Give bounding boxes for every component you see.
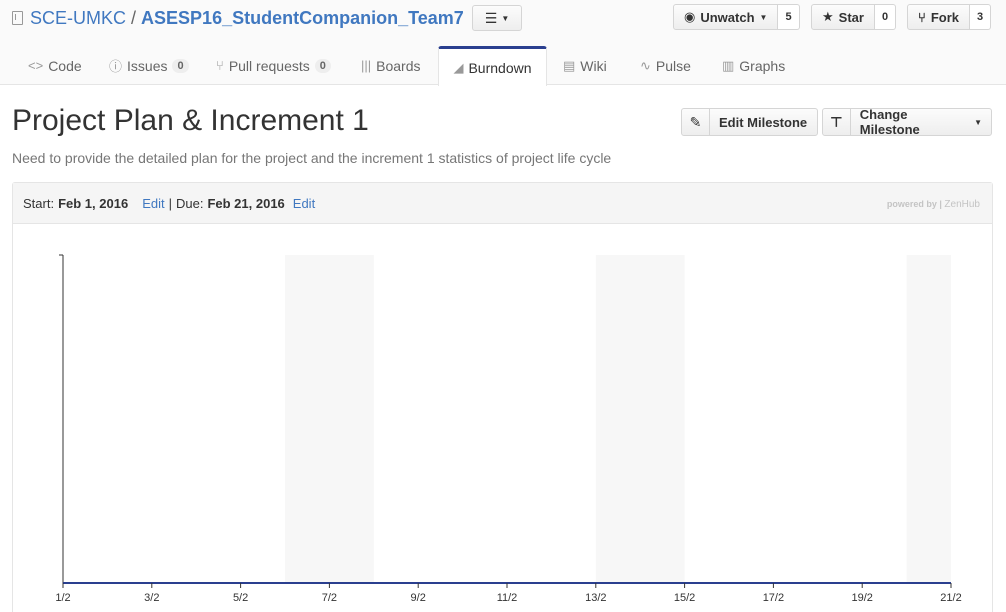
tab-label: Wiki (580, 57, 607, 74)
change-milestone-label-wrap: Change Milestone ▼ (851, 107, 991, 137)
unwatch-button[interactable]: ◉ Unwatch ▼ (673, 4, 779, 30)
zenhub-brand: ZenHub (944, 199, 980, 210)
repo-owner-link[interactable]: SCE-UMKC (30, 7, 127, 28)
star-group: ★ Star 0 (811, 4, 897, 30)
change-milestone-button[interactable]: ⊤ Change Milestone ▼ (822, 107, 992, 137)
tab-label: Graphs (739, 57, 786, 74)
pencil-icon: ✎ (682, 109, 710, 135)
divider: | (168, 195, 172, 211)
tab-label: Burndown (468, 59, 532, 76)
milestone-icon: ⊤ (823, 109, 851, 135)
star-label: Star (838, 9, 864, 25)
list-icon: ☰ (484, 9, 498, 26)
edit-due-link[interactable]: Edit (292, 195, 316, 211)
tab-label: Pulse (655, 57, 691, 74)
tab-pull-requests[interactable]: ⑂ Pull requests 0 (212, 46, 335, 85)
fork-icon: ⑂ (918, 9, 926, 25)
star-icon: ★ (822, 9, 834, 24)
eye-icon: ◉ (684, 9, 696, 24)
tab-burndown[interactable]: ◢ Burndown (438, 46, 547, 86)
milestone-dates-bar: Start: Feb 1, 2016 Edit | Due: Feb 21, 2… (13, 183, 992, 224)
repo-icon (12, 11, 23, 25)
pull-request-icon: ⑂ (216, 58, 224, 73)
watch-group: ◉ Unwatch ▼ 5 (673, 4, 800, 30)
tab-code[interactable]: <> Code (24, 46, 86, 85)
milestone-description: Need to provide the detailed plan for th… (12, 150, 612, 166)
powered-by-zenhub[interactable]: powered by | ZenHub (887, 199, 980, 210)
code-icon: <> (28, 58, 44, 73)
change-milestone-label: Change Milestone (859, 107, 920, 137)
tab-issues[interactable]: ⓘ Issues 0 (105, 46, 193, 85)
milestone-title: Project Plan & Increment 1 (12, 104, 369, 137)
wiki-icon: ▤ (563, 57, 576, 73)
zenhub-menu-button[interactable]: ☰ ▼ (472, 5, 522, 31)
fork-label: Fork (930, 9, 959, 25)
tab-wiki[interactable]: ▤ Wiki (559, 46, 611, 85)
tab-label: Code (48, 57, 82, 74)
due-date: Feb 21, 2016 (207, 195, 285, 211)
burndown-icon: ◢ (453, 59, 464, 75)
tab-label: Boards (376, 57, 421, 74)
issue-icon: ⓘ (109, 59, 123, 74)
chevron-down-icon: ▼ (501, 13, 510, 23)
pull-requests-count-badge: 0 (314, 58, 331, 73)
edit-start-link[interactable]: Edit (142, 195, 165, 211)
due-label: Due: (175, 195, 204, 211)
pulse-icon: ∿ (640, 57, 651, 73)
burndown-panel: Start: Feb 1, 2016 Edit | Due: Feb 21, 2… (12, 182, 993, 612)
repo-name-link[interactable]: ASESP16_StudentCompanion_Team7 (141, 7, 464, 28)
repo-nav-tabs: <> Code ⓘ Issues 0 ⑂ Pull requests 0 |||… (0, 46, 1006, 86)
powered-by-text: powered by (886, 199, 937, 209)
watch-count[interactable]: 5 (778, 4, 800, 30)
chevron-down-icon: ▼ (974, 117, 982, 127)
edit-milestone-label: Edit Milestone (719, 114, 808, 130)
start-date: Feb 1, 2016 (58, 195, 129, 211)
chevron-down-icon: ▼ (759, 12, 768, 22)
repo-header: SCE-UMKC / ASESP16_StudentCompanion_Team… (0, 0, 1006, 86)
tab-label: Issues (127, 57, 168, 74)
issues-count-badge: 0 (172, 58, 189, 73)
tab-boards[interactable]: ||| Boards (357, 46, 425, 85)
fork-button[interactable]: ⑂ Fork (907, 4, 970, 30)
graphs-icon: ▥ (722, 57, 735, 73)
fork-group: ⑂ Fork 3 (907, 4, 992, 30)
powered-by-divider: | (939, 199, 942, 209)
tab-pulse[interactable]: ∿ Pulse (636, 46, 695, 85)
repo-title: SCE-UMKC / ASESP16_StudentCompanion_Team… (12, 6, 464, 30)
start-label: Start: (23, 195, 55, 211)
star-count[interactable]: 0 (874, 4, 897, 30)
repo-separator: / (131, 7, 137, 28)
star-button[interactable]: ★ Star (811, 4, 875, 30)
unwatch-label: Unwatch (700, 9, 755, 25)
tab-graphs[interactable]: ▥ Graphs (718, 46, 789, 85)
tab-label: Pull requests (228, 57, 310, 74)
boards-icon: ||| (361, 58, 372, 73)
fork-count[interactable]: 3 (969, 4, 992, 30)
edit-milestone-button[interactable]: ✎ Edit Milestone (681, 108, 818, 136)
